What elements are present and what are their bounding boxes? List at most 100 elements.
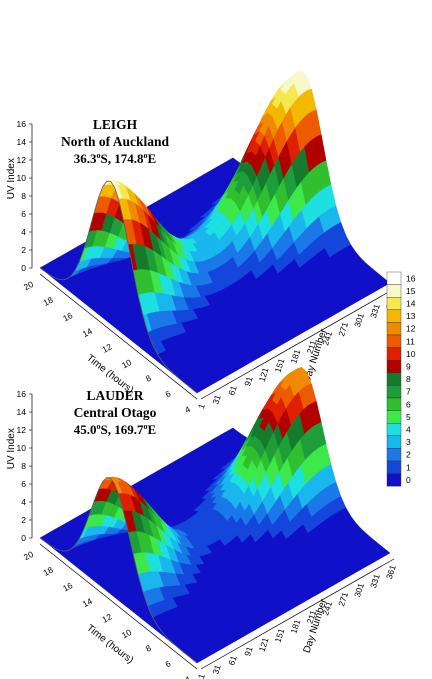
x-tick-label: 181: [288, 618, 302, 635]
z-tick-label: 8: [21, 191, 26, 201]
x-tick-label: 241: [320, 600, 334, 617]
y-tick-label: 6: [163, 658, 172, 669]
legend-label: 6: [406, 399, 411, 409]
legend-label: 9: [406, 362, 411, 372]
chart2-x-axis-label: Day Number: [302, 597, 330, 654]
legend-label: 8: [406, 374, 411, 384]
legend-label: 13: [406, 311, 416, 321]
x-tick-label: 31: [210, 393, 223, 405]
x-tick-label: 1: [196, 672, 207, 679]
legend-swatch: [386, 397, 402, 411]
z-tick-label: 8: [21, 461, 26, 471]
z-tick-label: 16: [17, 389, 27, 399]
chart1-z-axis-label: UV Index: [6, 158, 17, 199]
chart2-title-site: LAUDER: [86, 388, 143, 403]
surface-patch: [380, 548, 391, 556]
chart1-title-site: LEIGH: [93, 117, 138, 132]
y-tick-label: 4: [183, 674, 192, 679]
legend-swatch: [386, 322, 402, 336]
x-tick-label: 271: [336, 591, 350, 608]
z-tick-label: 4: [21, 497, 26, 507]
x-tick-label: 301: [352, 582, 366, 599]
legend-swatch: [386, 410, 402, 424]
x-tick-label: 61: [226, 654, 239, 666]
z-tick-label: 14: [17, 137, 27, 147]
y-tick-label: 6: [163, 388, 172, 399]
z-tick-label: 4: [21, 227, 26, 237]
x-tick-label: 61: [226, 384, 239, 396]
x-tick-label: 331: [368, 303, 382, 320]
chart1-y-axis: [39, 273, 198, 400]
y-tick-label: 10: [120, 627, 133, 640]
z-tick-label: 14: [17, 407, 27, 417]
legend-swatch: [386, 473, 402, 487]
y-tick-label: 12: [100, 341, 113, 354]
legend-swatch: [386, 347, 402, 361]
legend-swatch: [386, 297, 402, 311]
x-tick-label: 121: [257, 636, 271, 653]
chart1-front-profile: [39, 180, 198, 394]
x-tick-label: 31: [210, 663, 223, 675]
z-tick-label: 0: [21, 533, 26, 543]
legend-label: 16: [406, 273, 416, 283]
legend-swatch: [386, 271, 402, 285]
legend-swatch: [386, 385, 402, 399]
z-tick-label: 2: [21, 515, 26, 525]
legend-label: 5: [406, 412, 411, 422]
chart2-z-axis-label: UV Index: [6, 428, 17, 469]
z-tick-label: 0: [21, 263, 26, 273]
z-tick-label: 16: [17, 119, 27, 129]
x-tick-label: 301: [352, 312, 366, 329]
legend-label: 2: [406, 450, 411, 460]
legend-label: 12: [406, 324, 416, 334]
y-tick-label: 12: [100, 611, 113, 624]
x-tick-label: 331: [368, 573, 382, 590]
z-tick-label: 2: [21, 245, 26, 255]
legend-swatch: [386, 360, 402, 374]
legend-label: 1: [406, 462, 411, 472]
y-tick-label: 20: [22, 279, 35, 292]
z-tick-label: 12: [17, 155, 27, 165]
x-tick-label: 241: [320, 330, 334, 347]
y-tick-label: 10: [120, 357, 133, 370]
chart1-x-axis: [200, 288, 395, 400]
legend-label: 7: [406, 387, 411, 397]
y-tick-label: 16: [61, 580, 74, 593]
z-tick-label: 6: [21, 479, 26, 489]
y-tick-label: 18: [42, 564, 55, 577]
legend-label: 10: [406, 349, 416, 359]
legend-swatch: [386, 448, 402, 462]
legend-label: 11: [406, 336, 415, 346]
legend-label: 4: [406, 425, 411, 435]
x-tick-label: 121: [257, 366, 271, 383]
chart2-y-axis: [39, 543, 198, 670]
legend-swatch: [386, 334, 402, 348]
x-tick-label: 151: [273, 627, 287, 644]
y-tick-label: 4: [183, 404, 192, 415]
legend-label: 0: [406, 475, 411, 485]
x-tick-label: 181: [288, 348, 302, 365]
y-tick-label: 16: [61, 310, 74, 323]
x-tick-label: 91: [242, 645, 255, 657]
legend-swatch: [386, 460, 402, 474]
x-tick-label: 91: [242, 375, 255, 387]
z-tick-label: 12: [17, 425, 27, 435]
x-tick-label: 211: [305, 339, 319, 355]
chart2-title-region: Central Otago: [74, 405, 157, 420]
chart2-x-axis: [200, 558, 395, 670]
legend-label: 14: [406, 299, 416, 309]
x-tick-label: 1: [196, 402, 207, 410]
y-tick-label: 8: [144, 373, 153, 384]
x-tick-label: 151: [273, 357, 287, 374]
chart1-title-region: North of Auckland: [61, 134, 170, 149]
y-tick-label: 14: [81, 596, 94, 609]
legend-swatch: [386, 284, 402, 298]
legend-swatch: [386, 435, 402, 449]
x-tick-label: 361: [384, 563, 398, 580]
legend-label: 15: [406, 286, 416, 296]
